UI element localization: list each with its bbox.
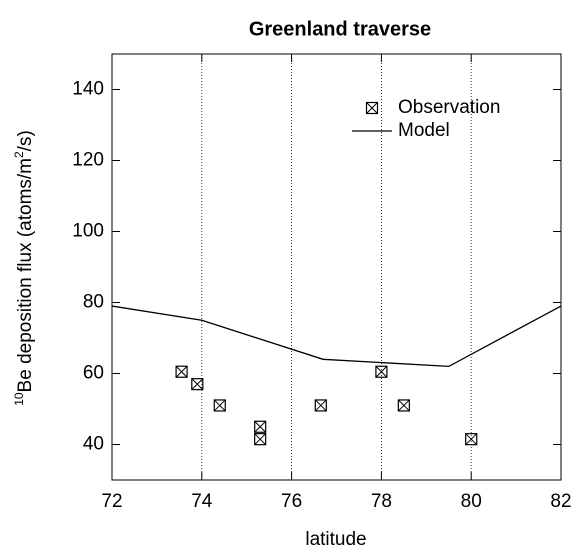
y-tick-label: 140 [72,79,104,100]
legend-label: Model [398,120,450,141]
marker-part [254,420,267,433]
marker-part [375,365,388,378]
marker-part [175,365,188,378]
y-tick-label: 100 [72,221,104,242]
x-tick-label: 72 [101,491,122,512]
marker-part [191,378,204,391]
marker-part [314,399,327,412]
x-tick-label: 76 [281,491,302,512]
marker-part [191,378,204,391]
x-tick-label: 82 [550,491,571,512]
y-label-sup: 10 [12,392,26,406]
marker-part [465,433,478,446]
y-tick-label: 120 [72,150,104,171]
legend-label: Observation [398,97,500,118]
marker-part [254,433,267,446]
marker-part [465,433,478,446]
legend-marker [365,101,379,115]
plot-frame [111,53,562,481]
y-tick-label: 80 [83,292,104,313]
x-tick-label: 80 [461,491,482,512]
marker-part [213,399,226,412]
y-tick-label: 60 [83,363,104,384]
data-point [191,378,204,391]
marker-part [175,365,188,378]
y-axis-label: 10Be deposition flux (atoms/m2/s) [12,130,36,406]
marker-part [213,399,226,412]
model-line [111,305,562,368]
marker-part [366,102,378,114]
data-point [254,433,267,446]
chart-title: Greenland traverse [249,18,431,40]
y-label-sup: 2 [12,151,26,158]
marker-part [397,399,410,412]
y-tick-label: 40 [83,434,104,455]
data-point [314,399,327,412]
marker-part [314,399,327,412]
marker-part [365,101,379,115]
marker-part [375,365,388,378]
data-point [397,399,410,412]
data-point [465,433,478,446]
y-label-text: Be deposition flux (atoms/m [15,158,36,392]
data-point [213,399,226,412]
data-point [375,365,388,378]
x-axis-label: latitude [305,529,366,550]
y-label-text: /s) [15,130,36,151]
x-tick-label: 78 [371,491,392,512]
marker-part [397,399,410,412]
marker-part [254,420,267,433]
data-point [254,420,267,433]
data-point [175,365,188,378]
x-tick-label: 74 [191,491,213,512]
marker-part [254,433,267,446]
